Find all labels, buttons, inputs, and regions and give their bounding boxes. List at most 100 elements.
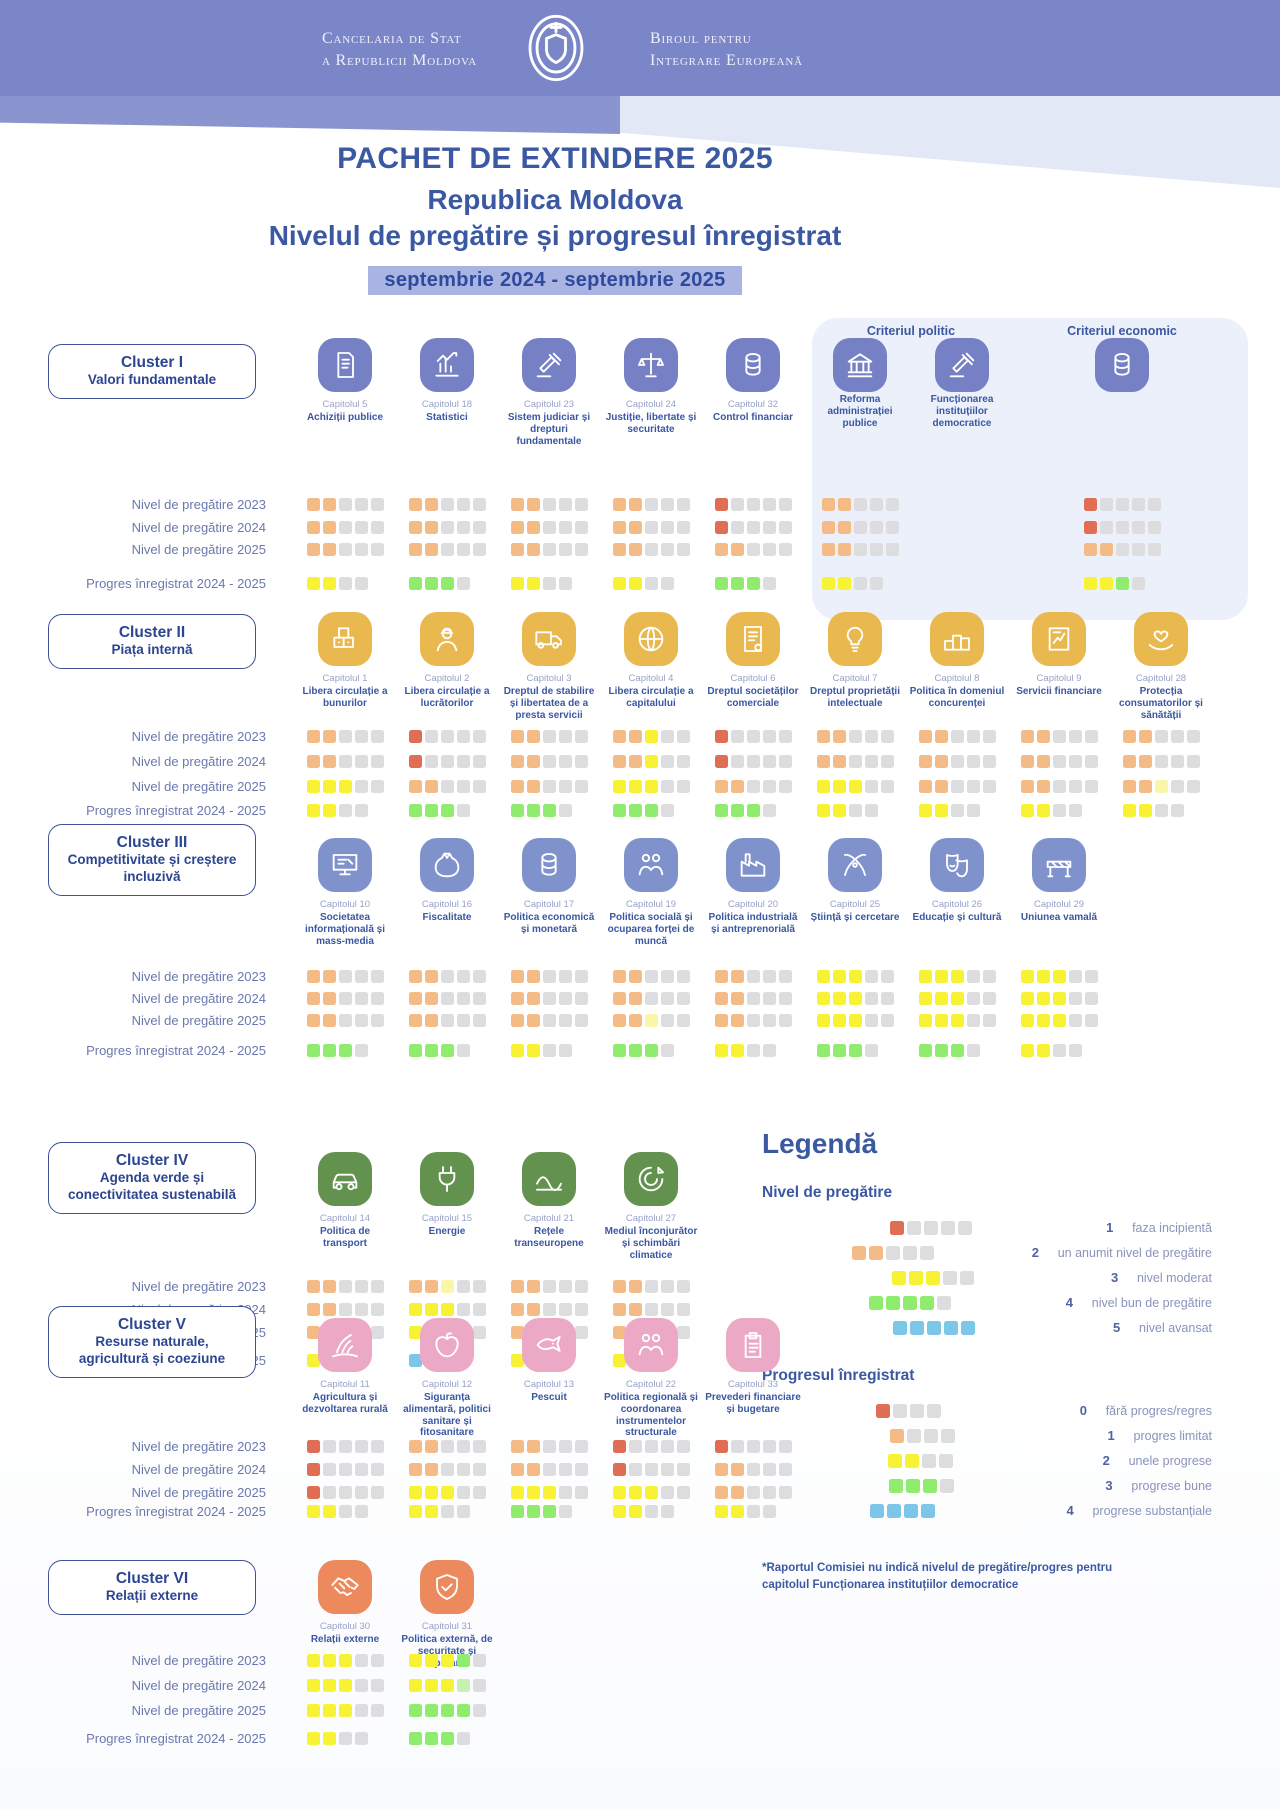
level-squares xyxy=(821,576,899,590)
legend-item: 1 faza incipientă xyxy=(762,1215,1212,1240)
square xyxy=(354,1485,368,1499)
square xyxy=(472,1462,486,1476)
square xyxy=(306,1485,320,1499)
level-row-2025: Nivel de pregătire 2025 xyxy=(0,778,1280,794)
square xyxy=(961,1320,976,1335)
square xyxy=(612,1439,626,1453)
square xyxy=(306,1731,320,1745)
square xyxy=(1020,1043,1034,1057)
level-squares xyxy=(714,576,792,590)
square xyxy=(440,1653,454,1667)
square xyxy=(886,1503,901,1518)
square xyxy=(816,991,830,1005)
chapter-icon-tile xyxy=(420,338,474,392)
square xyxy=(918,1043,932,1057)
square xyxy=(612,779,626,793)
square xyxy=(440,1439,454,1453)
square xyxy=(440,969,454,983)
square xyxy=(644,1279,658,1293)
chapter-column: Capitolul 17 Politica economică și moneta… xyxy=(498,838,600,936)
level-squares xyxy=(306,520,384,534)
square xyxy=(306,1302,320,1316)
level-squares xyxy=(306,1731,384,1745)
square xyxy=(1084,991,1098,1005)
level-squares xyxy=(306,1462,384,1476)
square xyxy=(848,991,862,1005)
chapter-column: Capitolul 9 Servicii financiare xyxy=(1008,612,1110,698)
square xyxy=(424,520,438,534)
level-squares xyxy=(816,779,894,793)
level-squares xyxy=(1122,754,1200,768)
squares-cell xyxy=(1071,542,1173,556)
people-icon xyxy=(638,1333,664,1356)
level-squares xyxy=(816,754,894,768)
square xyxy=(306,991,320,1005)
square xyxy=(322,1504,336,1518)
square xyxy=(456,779,470,793)
square xyxy=(370,542,384,556)
squares-cell xyxy=(809,520,911,534)
squares-cell xyxy=(498,542,600,556)
square xyxy=(370,969,384,983)
square xyxy=(886,1295,901,1310)
level-squares xyxy=(612,779,690,793)
level-squares xyxy=(510,1302,588,1316)
legend-level-title: Nivel de pregătire xyxy=(762,1184,893,1201)
squares-cell xyxy=(294,1462,396,1476)
square xyxy=(424,991,438,1005)
square xyxy=(558,1279,572,1293)
square xyxy=(676,520,690,534)
level-squares xyxy=(306,1302,384,1316)
square xyxy=(907,1428,922,1443)
square xyxy=(558,520,572,534)
squares-cell xyxy=(809,542,911,556)
square xyxy=(510,729,524,743)
chapter-name: Libera circulație a lucrătorilor xyxy=(404,686,490,709)
level-squares xyxy=(714,779,792,793)
level-squares xyxy=(869,1295,952,1310)
square xyxy=(1020,779,1034,793)
square xyxy=(966,969,980,983)
square xyxy=(918,803,932,817)
square xyxy=(306,1678,320,1692)
chapter-column: Capitolul 4 Libera circulație a capitalul… xyxy=(600,612,702,710)
chapter-name: Prevederi financiare și bugetare xyxy=(705,1392,801,1415)
square xyxy=(864,803,878,817)
square xyxy=(306,969,320,983)
square xyxy=(338,1043,352,1057)
square xyxy=(880,1013,894,1027)
square xyxy=(322,497,336,511)
square xyxy=(1052,754,1066,768)
level-squares xyxy=(887,1453,965,1468)
square xyxy=(918,991,932,1005)
level-squares xyxy=(306,1678,384,1692)
legend-item-label: nivel avansat xyxy=(1139,1320,1212,1335)
square xyxy=(816,1013,830,1027)
square xyxy=(714,779,728,793)
chapter-number: Capitolul 23 xyxy=(523,399,575,410)
level-squares xyxy=(714,1043,792,1057)
chapter-row: Capitolul 14 Politica de transport Capitol… xyxy=(294,1152,702,1261)
level-squares xyxy=(612,1485,690,1499)
squares-cell xyxy=(396,1678,498,1692)
chapter-name: Dreptul proprietății intelectuale xyxy=(809,686,900,709)
square xyxy=(424,1504,438,1518)
square xyxy=(456,1703,470,1717)
legend-item-label: progrese bune xyxy=(1131,1478,1212,1493)
row-label: Nivel de pregătire 2025 xyxy=(131,1012,266,1028)
chapter-number: Capitolul 13 xyxy=(523,1379,575,1390)
square xyxy=(306,729,320,743)
level-squares xyxy=(1020,969,1098,983)
chapter-icon-tile xyxy=(726,612,780,666)
square xyxy=(778,542,792,556)
square xyxy=(558,576,572,590)
square xyxy=(354,576,368,590)
squares-cell xyxy=(600,520,702,534)
square xyxy=(370,1485,384,1499)
squares-cell xyxy=(396,969,498,983)
chapter-number: Capitolul 15 xyxy=(421,1213,473,1224)
period-badge: septembrie 2024 - septembrie 2025 xyxy=(368,266,742,295)
level-squares xyxy=(408,1653,486,1667)
squares-cell xyxy=(804,991,906,1005)
square xyxy=(730,542,744,556)
